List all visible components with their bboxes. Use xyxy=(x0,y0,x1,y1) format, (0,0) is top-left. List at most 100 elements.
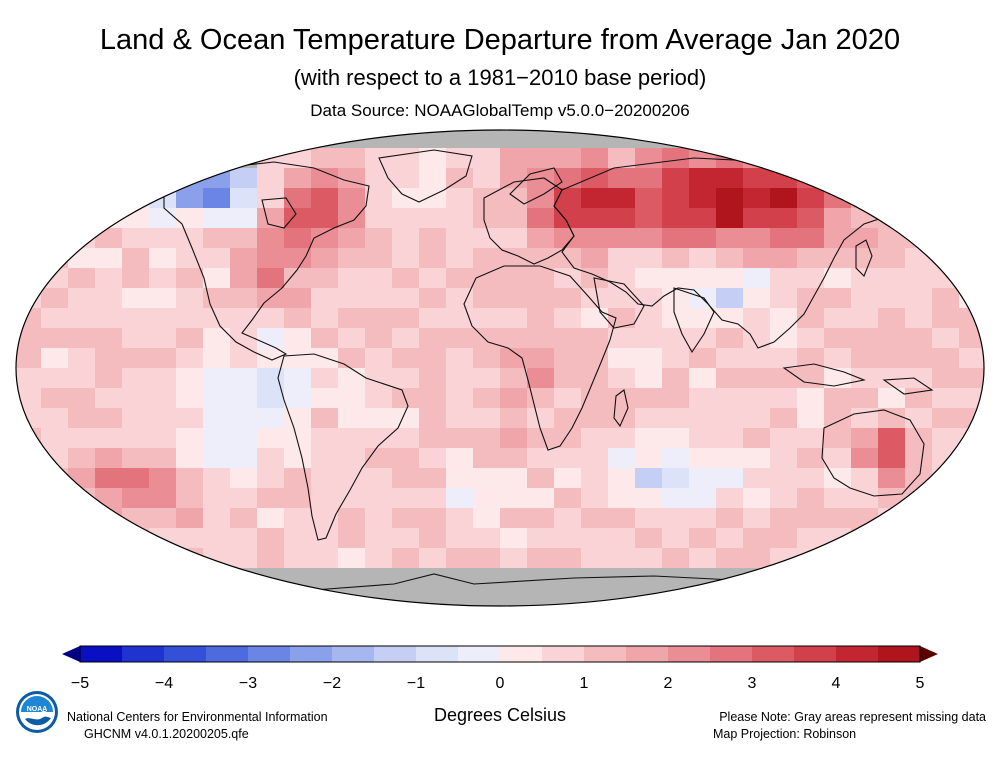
anomaly-cell xyxy=(41,428,69,449)
anomaly-cell xyxy=(716,468,744,489)
anomaly-cell xyxy=(851,568,879,589)
anomaly-cell xyxy=(419,428,447,449)
anomaly-cell xyxy=(797,348,825,369)
anomaly-cell xyxy=(716,348,744,369)
anomaly-cell xyxy=(581,588,609,606)
anomaly-cell xyxy=(122,268,150,289)
anomaly-cell xyxy=(122,588,150,606)
anomaly-cell xyxy=(446,228,474,249)
anomaly-cell xyxy=(95,508,123,529)
anomaly-cell xyxy=(419,148,447,169)
anomaly-cell xyxy=(500,528,528,549)
anomaly-cell xyxy=(689,168,717,189)
anomaly-cell xyxy=(338,148,366,169)
anomaly-cell xyxy=(878,468,906,489)
anomaly-cell xyxy=(851,468,879,489)
anomaly-cell xyxy=(338,328,366,349)
anomaly-cell xyxy=(851,188,879,209)
anomaly-cell xyxy=(743,408,771,429)
anomaly-cell xyxy=(554,288,582,309)
anomaly-cell xyxy=(554,348,582,369)
anomaly-cell xyxy=(446,168,474,189)
dataset-version: GHCNM v4.0.1.20200205.qfe xyxy=(84,727,249,741)
anomaly-cell xyxy=(662,328,690,349)
anomaly-cell xyxy=(203,428,231,449)
anomaly-cell xyxy=(311,428,339,449)
anomaly-cell xyxy=(68,468,96,489)
color-bar-tick-label: 4 xyxy=(831,675,841,692)
anomaly-cell xyxy=(554,368,582,389)
anomaly-cell xyxy=(446,528,474,549)
anomaly-cell xyxy=(554,428,582,449)
anomaly-cell xyxy=(770,348,798,369)
anomaly-cell xyxy=(392,528,420,549)
anomaly-cell xyxy=(797,268,825,289)
anomaly-cell xyxy=(392,388,420,409)
anomaly-cell xyxy=(500,548,528,569)
anomaly-cell xyxy=(689,488,717,509)
anomaly-cell xyxy=(338,368,366,389)
anomaly-cell xyxy=(500,368,528,389)
anomaly-cell xyxy=(689,528,717,549)
anomaly-cell xyxy=(149,168,177,189)
anomaly-cell xyxy=(338,488,366,509)
anomaly-cell xyxy=(905,408,933,429)
color-bar-tick-label: −5 xyxy=(70,675,90,692)
anomaly-cell xyxy=(122,548,150,569)
anomaly-cell xyxy=(716,568,744,589)
anomaly-cell xyxy=(608,368,636,389)
anomaly-cell xyxy=(716,168,744,189)
anomaly-cell xyxy=(122,168,150,189)
anomaly-cell xyxy=(122,568,150,589)
hudson-bay-outline xyxy=(261,197,297,229)
anomaly-cell xyxy=(257,528,285,549)
anomaly-cell xyxy=(149,208,177,229)
anomaly-cell xyxy=(743,148,771,169)
anomaly-cell xyxy=(122,408,150,429)
anomaly-cell xyxy=(365,348,393,369)
color-bar-under-arrow xyxy=(62,646,80,662)
anomaly-cell xyxy=(446,308,474,329)
anomaly-cell xyxy=(662,448,690,469)
anomaly-cell xyxy=(959,248,984,269)
africa-outline xyxy=(463,265,617,451)
anomaly-cell xyxy=(635,348,663,369)
anomaly-cell xyxy=(689,188,717,209)
anomaly-cell xyxy=(446,568,474,589)
anomaly-cell xyxy=(230,448,258,469)
anomaly-cell xyxy=(176,268,204,289)
anomaly-cell xyxy=(635,188,663,209)
anomaly-cell xyxy=(797,408,825,429)
anomaly-cell xyxy=(473,308,501,329)
anomaly-cell xyxy=(878,288,906,309)
anomaly-cell xyxy=(635,468,663,489)
anomaly-cell xyxy=(689,468,717,489)
anomaly-cell xyxy=(203,488,231,509)
color-bar-swatch xyxy=(374,646,417,662)
anomaly-cell xyxy=(338,248,366,269)
anomaly-cell xyxy=(16,188,42,209)
anomaly-cell xyxy=(716,130,744,149)
anomaly-cell xyxy=(743,428,771,449)
australia-outline xyxy=(821,409,925,497)
anomaly-cell xyxy=(365,388,393,409)
anomaly-cell xyxy=(608,428,636,449)
anomaly-cell xyxy=(122,228,150,249)
anomaly-cell xyxy=(932,348,960,369)
anomaly-cell xyxy=(743,528,771,549)
anomaly-cell xyxy=(365,288,393,309)
anomaly-cell xyxy=(149,568,177,589)
anomaly-cell xyxy=(770,308,798,329)
anomaly-cell xyxy=(608,508,636,529)
anomaly-cell xyxy=(932,448,960,469)
anomaly-cell xyxy=(284,228,312,249)
anomaly-cell xyxy=(959,528,984,549)
anomaly-cell xyxy=(581,468,609,489)
anomaly-cell xyxy=(95,308,123,329)
anomaly-cell xyxy=(122,328,150,349)
anomaly-cell xyxy=(203,188,231,209)
anomaly-cell xyxy=(824,308,852,329)
anomaly-cell xyxy=(149,428,177,449)
color-bar-tick-label: 1 xyxy=(579,675,589,692)
missing-data-note: Please Note: Gray areas represent missin… xyxy=(719,710,986,724)
